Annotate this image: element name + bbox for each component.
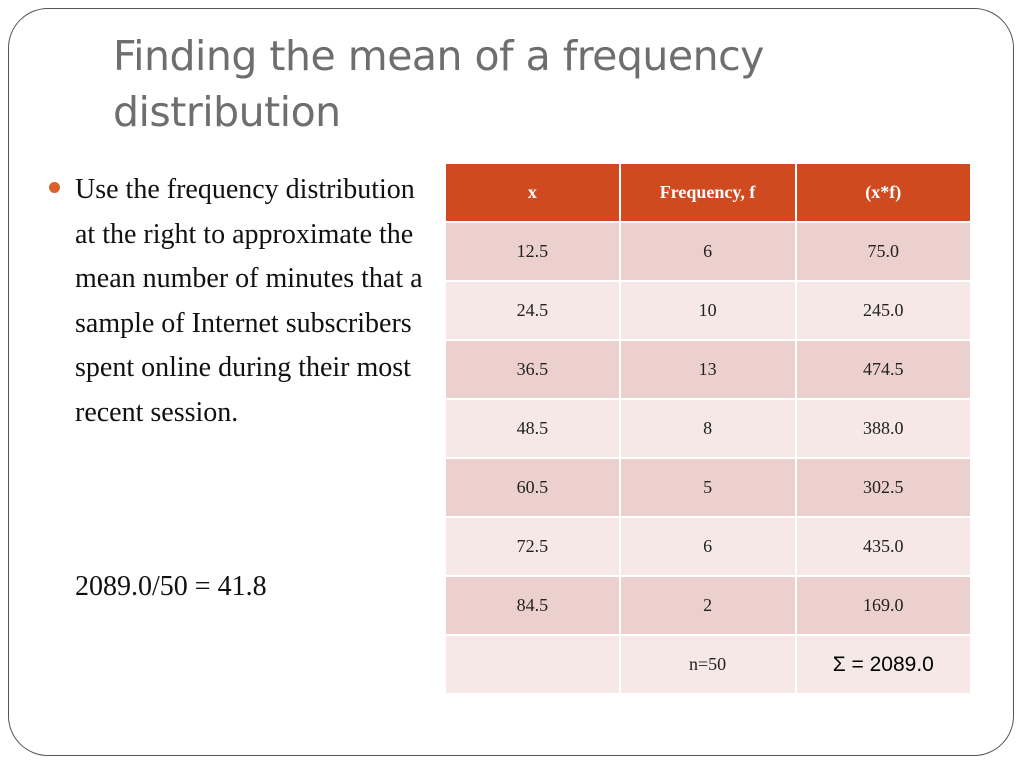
table-cell: Σ = 2089.0 [794,634,973,695]
table-row: 72.5 6 435.0 [444,516,973,577]
table-cell: 24.5 [444,280,621,341]
table-row: 36.5 13 474.5 [444,339,973,400]
table-cell: 75.0 [794,221,973,282]
table-row: 24.5 10 245.0 [444,280,973,341]
table-row: n=50 Σ = 2089.0 [444,634,973,695]
table-row: 84.5 2 169.0 [444,575,973,636]
table-cell: 245.0 [794,280,973,341]
table-row: 60.5 5 302.5 [444,457,973,518]
table-cell: 72.5 [444,516,621,577]
table-cell: 60.5 [444,457,621,518]
table-cell [444,634,621,695]
table-cell: 8 [618,398,797,459]
header-row: x Frequency, f (x*f) [444,162,973,223]
table-cell: 435.0 [794,516,973,577]
table-cell: 388.0 [794,398,973,459]
table-cell: 2 [618,575,797,636]
table-row: 12.5 6 75.0 [444,221,973,282]
slide-title: Finding the mean of a frequency distribu… [113,32,764,136]
table-cell: 36.5 [444,339,621,400]
table-cell: 5 [618,457,797,518]
table-cell: n=50 [618,634,797,695]
header-cell: (x*f) [794,162,973,223]
table-cell: 6 [618,516,797,577]
header-cell: x [444,162,621,223]
header-cell: Frequency, f [618,162,797,223]
table-cell: 84.5 [444,575,621,636]
formula: 2089.0/50 = 41.8 [75,571,267,602]
table-cell: 302.5 [794,457,973,518]
table-cell: 13 [618,339,797,400]
table-cell: 12.5 [444,221,621,282]
frequency-table: x Frequency, f (x*f) 12.5 6 75.0 24.5 10 245.0 36… [444,162,973,695]
bullet-dot [49,182,60,193]
table-cell: 169.0 [794,575,973,636]
table-cell: 10 [618,280,797,341]
table-cell: 48.5 [444,398,621,459]
table-cell: 6 [618,221,797,282]
table-cell: 474.5 [794,339,973,400]
table-row: 48.5 8 388.0 [444,398,973,459]
bullet-text: Use the frequency distribution at the ri… [75,174,423,428]
slide-frame [8,8,1014,756]
